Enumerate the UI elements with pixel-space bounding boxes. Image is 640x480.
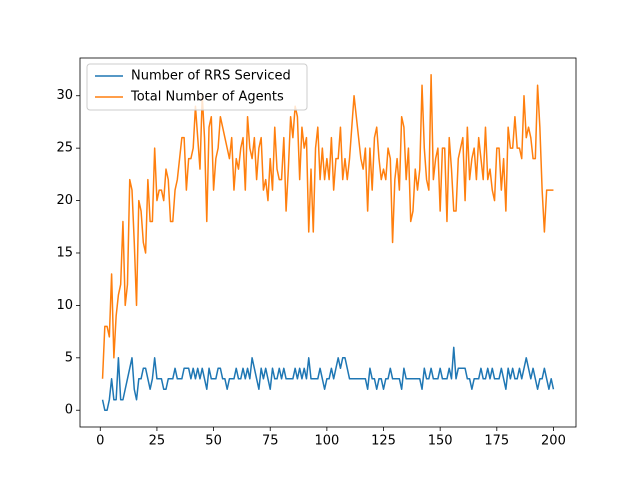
- y-tick-label: 0: [65, 403, 73, 418]
- series-line: [101, 74, 554, 379]
- legend-label: Total Number of Agents: [130, 90, 284, 105]
- y-tick-label: 15: [56, 245, 73, 260]
- x-tick-label: 200: [541, 434, 566, 449]
- legend-label: Number of RRS Serviced: [131, 69, 291, 84]
- y-tick-label: 10: [56, 298, 73, 313]
- axes-frame: [79, 57, 577, 428]
- x-tick-label: 100: [314, 434, 339, 449]
- y-tick-label: 25: [56, 141, 73, 156]
- x-tick-label: 125: [371, 434, 396, 449]
- x-tick-label: 0: [96, 434, 104, 449]
- y-tick-label: 30: [56, 88, 73, 103]
- plot-area: [80, 58, 576, 427]
- x-tick-label: 25: [149, 434, 166, 449]
- x-tick-label: 175: [484, 434, 509, 449]
- x-tick-label: 50: [205, 434, 222, 449]
- legend-box: [86, 63, 308, 111]
- y-tick-label: 5: [65, 350, 73, 365]
- y-tick-label: 20: [56, 193, 73, 208]
- x-tick-label: 150: [428, 434, 453, 449]
- series-line: [101, 346, 555, 411]
- x-tick-label: 75: [262, 434, 279, 449]
